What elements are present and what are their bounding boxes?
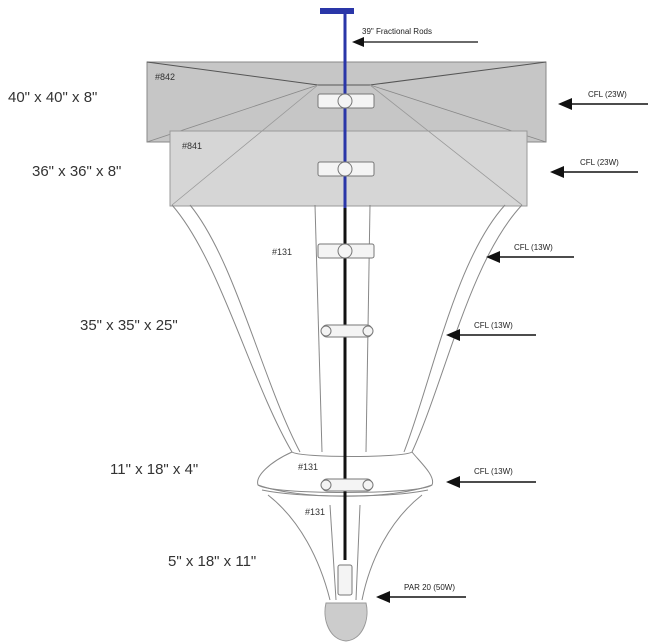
lamp-callout-5: CFL (13W): [446, 467, 536, 488]
dimension-label-4: 35" x 35" x 25": [80, 317, 178, 334]
svg-text:CFL (13W): CFL (13W): [514, 243, 553, 252]
part-tag-841: #841: [182, 141, 202, 151]
part-tag-131-a: #131: [272, 247, 292, 257]
par-bulb: [324, 602, 368, 642]
svg-text:CFL (23W): CFL (23W): [588, 90, 627, 99]
part-tag-131-b: #131: [298, 462, 318, 472]
rod-top-cap: [320, 8, 354, 14]
fractional-rods-callout: 39" Fractional Rods: [352, 27, 478, 47]
part-tag-131-c: #131: [305, 507, 325, 517]
svg-text:CFL (13W): CFL (13W): [474, 467, 513, 476]
dimension-label-5: 11" x 18" x 4": [110, 461, 198, 478]
part-tag-842: #842: [155, 72, 175, 82]
svg-text:39" Fractional Rods: 39" Fractional Rods: [362, 27, 432, 36]
dimension-label-1: 40" x 40" x 8": [8, 89, 97, 106]
svg-text:PAR 20 (50W): PAR 20 (50W): [404, 583, 455, 592]
sockets: [317, 93, 375, 596]
lamp-callout-4: CFL (13W): [446, 321, 536, 341]
lamp-callout-7: PAR 20 (50W): [376, 583, 466, 603]
lower-funnel: [267, 494, 423, 601]
lamp-callout-3: CFL (13W): [486, 243, 574, 263]
svg-text:CFL (13W): CFL (13W): [474, 321, 513, 330]
flared-shade: [171, 204, 523, 457]
svg-text:CFL (23W): CFL (23W): [580, 158, 619, 167]
lamp-callout-1: CFL (23W): [558, 90, 648, 110]
lamp-callout-2: CFL (23W): [550, 158, 638, 178]
dimension-label-2: 36" x 36" x 8": [32, 163, 121, 180]
dimension-label-7: 5" x 18" x 11": [168, 553, 256, 570]
